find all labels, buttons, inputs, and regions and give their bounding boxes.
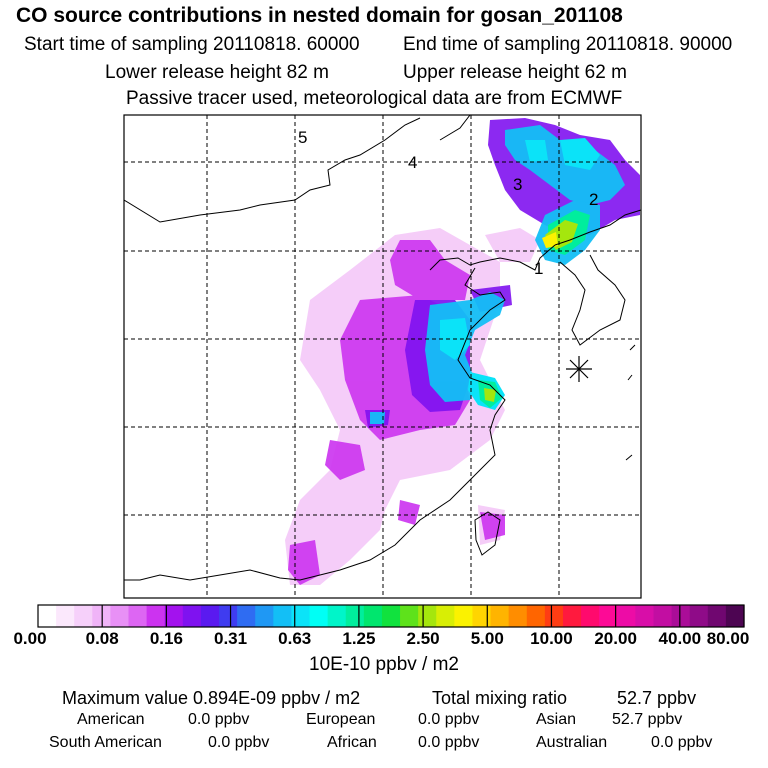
- colorbar-tick-label: 80.00: [706, 629, 750, 648]
- colorbar-swatch: [56, 605, 75, 627]
- trajectory-markers: 1 2 3 4 5: [298, 128, 598, 278]
- region-value: 0.0 ppbv: [418, 734, 480, 751]
- colorbar-swatch: [273, 605, 293, 627]
- units-label: 10E-10 ppbv / m2: [309, 654, 459, 675]
- colorbar-tick-label: 40.00: [658, 629, 702, 648]
- colorbar-swatch: [38, 605, 57, 627]
- lower-release-label: Lower release height 82 m: [105, 62, 329, 83]
- colorbar-swatch: [508, 605, 528, 627]
- region-value: 52.7 ppbv: [612, 711, 683, 728]
- colorbar-tick-label: 20.00: [594, 629, 637, 648]
- colorbar: [38, 605, 745, 627]
- upper-release-label: Upper release height 62 m: [403, 62, 627, 83]
- colorbar-swatch: [490, 605, 510, 627]
- colorbar-tick-label: 2.50: [406, 629, 440, 648]
- colorbar-swatch: [436, 605, 455, 627]
- region-name: Australian: [536, 734, 608, 751]
- colorbar-tick-label: 0.16: [149, 629, 183, 648]
- colorbar-swatch: [291, 605, 311, 627]
- region-value: 0.0 ppbv: [418, 711, 480, 728]
- colorbar-swatch: [418, 605, 437, 627]
- region-name: Asian: [536, 711, 577, 728]
- colorbar-swatch: [110, 605, 130, 627]
- total-mixing-value: 52.7 ppbv: [617, 688, 697, 708]
- colorbar-tick-label: 10.00: [530, 629, 573, 648]
- marker-2: 2: [589, 190, 598, 209]
- colorbar-swatch: [128, 605, 148, 627]
- colorbar-tick-label: 0.63: [278, 629, 312, 648]
- region-value: 0.0 ppbv: [651, 734, 713, 751]
- concentration-field: [285, 118, 640, 585]
- colorbar-swatch: [200, 605, 220, 627]
- chart-title: CO source contributions in nested domain…: [16, 4, 623, 27]
- colorbar-swatch: [237, 605, 256, 627]
- colorbar-swatch: [363, 605, 383, 627]
- colorbar-swatch: [599, 605, 618, 627]
- start-time-label: Start time of sampling 20110818. 60000: [24, 34, 360, 55]
- tracer-note: Passive tracer used, meteorological data…: [126, 88, 623, 109]
- colorbar-swatch: [255, 605, 274, 627]
- marker-5: 5: [298, 128, 307, 147]
- colorbar-swatch: [653, 605, 673, 627]
- colorbar-swatch: [345, 605, 365, 627]
- colorbar-tick-label: 1.25: [342, 629, 376, 648]
- region-name: American: [77, 711, 145, 728]
- colorbar-ticks: [101, 605, 681, 627]
- receptor-star-icon: [566, 356, 592, 382]
- colorbar-swatch: [309, 605, 329, 627]
- region-name: African: [327, 734, 377, 751]
- colorbar-swatch: [400, 605, 419, 627]
- map-frame: [123, 114, 642, 599]
- total-mixing-label: Total mixing ratio: [432, 688, 568, 708]
- colorbar-swatch: [581, 605, 600, 627]
- end-time-label: End time of sampling 20110818. 90000: [403, 34, 733, 55]
- colorbar-frame: [37, 604, 745, 628]
- colorbar-swatch: [635, 605, 655, 627]
- colorbar-swatch: [74, 605, 93, 627]
- colorbar-swatch: [164, 605, 184, 627]
- lat-lon-grid: [124, 115, 641, 598]
- colorbar-swatch: [617, 605, 636, 627]
- marker-1: 1: [534, 259, 543, 278]
- colorbar-tick-label: 0.00: [13, 629, 47, 648]
- region-name: European: [306, 711, 376, 728]
- marker-4: 4: [408, 153, 417, 172]
- colorbar-swatch: [689, 605, 709, 627]
- colorbar-swatch: [182, 605, 202, 627]
- colorbar-swatch: [219, 605, 238, 627]
- colorbar-swatch: [327, 605, 347, 627]
- colorbar-swatch: [381, 605, 401, 627]
- colorbar-swatch: [671, 605, 691, 627]
- colorbar-swatch: [472, 605, 492, 627]
- colorbar-tick-label: 5.00: [470, 629, 504, 648]
- marker-3: 3: [513, 175, 522, 194]
- colorbar-swatch: [454, 605, 474, 627]
- colorbar-tick-label: 0.08: [85, 629, 119, 648]
- region-value: 0.0 ppbv: [208, 734, 270, 751]
- colorbar-swatch: [725, 605, 745, 627]
- colorbar-swatch: [707, 605, 727, 627]
- max-value-label: Maximum value 0.894E-09 ppbv / m2: [62, 688, 361, 708]
- colorbar-swatch: [562, 605, 582, 627]
- colorbar-swatch: [526, 605, 546, 627]
- region-value: 0.0 ppbv: [188, 711, 250, 728]
- colorbar-swatch: [544, 605, 564, 627]
- colorbar-swatch: [146, 605, 166, 627]
- region-name: South American: [49, 734, 162, 751]
- colorbar-tick-label: 0.31: [213, 629, 248, 648]
